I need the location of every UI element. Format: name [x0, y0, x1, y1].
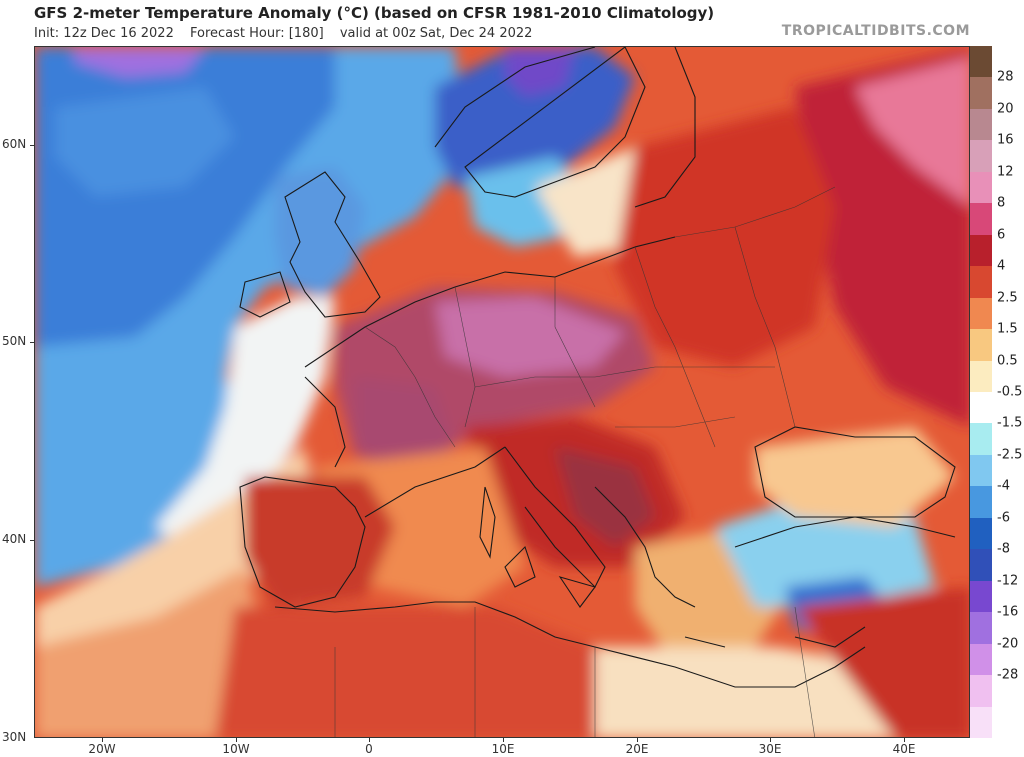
colorbar-segment — [970, 203, 992, 236]
colorbar-label: 0.5 — [997, 353, 1018, 369]
lat-label-40n: 40N — [2, 532, 27, 546]
lon-tick — [770, 738, 771, 742]
colorbar-segment — [970, 517, 992, 550]
lon-label-20w: 20W — [88, 742, 116, 756]
colorbar-label: -4 — [997, 478, 1010, 494]
forecast-hour: Forecast Hour: [180] — [189, 26, 324, 41]
colorbar-segment — [970, 360, 992, 393]
colorbar-label: -2.5 — [997, 447, 1023, 463]
lat-tick — [30, 145, 34, 146]
colorbar-label: 6 — [997, 227, 1006, 243]
colorbar-label: -12 — [997, 573, 1019, 589]
lat-label-60n: 60N — [2, 137, 27, 151]
colorbar-label: 4 — [997, 258, 1006, 274]
colorbar-segment — [970, 171, 992, 204]
colorbar-segment — [970, 580, 992, 613]
lat-tick — [30, 342, 34, 343]
map-canvas — [35, 47, 969, 737]
colorbar-segment — [970, 234, 992, 267]
lon-label-30e: 30E — [758, 742, 782, 756]
colorbar-segment — [970, 329, 992, 362]
init-time: Init: 12z Dec 16 2022 — [34, 26, 174, 41]
colorbar-label: 16 — [997, 132, 1014, 148]
lon-label-10e: 10E — [491, 742, 515, 756]
brand-watermark: TROPICALTIDBITS.COM — [781, 23, 970, 39]
colorbar-label: -1.5 — [997, 415, 1023, 431]
lon-tick — [503, 738, 504, 742]
colorbar-label: -28 — [997, 667, 1019, 683]
colorbar-segment — [970, 643, 992, 676]
colorbar-label: 8 — [997, 195, 1006, 211]
colorbar-segment — [970, 140, 992, 173]
colorbar-label: -8 — [997, 541, 1010, 557]
lon-label-40e: 40E — [892, 742, 916, 756]
colorbar-segment — [970, 423, 992, 456]
colorbar-label: 28 — [997, 69, 1014, 85]
lat-label-50n: 50N — [2, 334, 27, 348]
colorbar-segment — [970, 486, 992, 519]
colorbar-label: 2.5 — [997, 290, 1018, 306]
colorbar-segment — [970, 392, 992, 424]
country-borders — [334, 186, 836, 737]
lon-tick — [236, 738, 237, 742]
colorbar-segment — [970, 706, 992, 739]
coastlines — [239, 47, 956, 688]
colorbar-segment — [970, 108, 992, 141]
lat-tick — [30, 540, 34, 541]
colorbar-label: -6 — [997, 510, 1010, 526]
colorbar-label: -20 — [997, 636, 1019, 652]
anomaly-field — [35, 47, 969, 737]
colorbar-segment — [970, 612, 992, 645]
anomaly-map — [34, 46, 970, 738]
lon-tick — [637, 738, 638, 742]
colorbar-label: -0.5 — [997, 384, 1023, 400]
lon-tick — [904, 738, 905, 742]
colorbar-segment — [970, 266, 992, 299]
colorbar-label: -16 — [997, 604, 1019, 620]
colorbar-segment — [970, 297, 992, 330]
lon-label-0: 0 — [365, 742, 373, 756]
colorbar-segment — [970, 77, 992, 110]
colorbar-label: 20 — [997, 101, 1014, 117]
lon-label-20e: 20E — [625, 742, 649, 756]
colorbar-segment — [970, 46, 992, 78]
colorbar-label: 12 — [997, 164, 1014, 180]
map-subtitle: Init: 12z Dec 16 2022 Forecast Hour: [18… — [34, 26, 544, 41]
valid-time: valid at 00z Sat, Dec 24 2022 — [339, 26, 533, 41]
lon-tick — [369, 738, 370, 742]
colorbar-segment — [970, 675, 992, 708]
lon-label-10w: 10W — [222, 742, 250, 756]
colorbar-segment — [970, 549, 992, 582]
colorbar-segment — [970, 454, 992, 487]
colorbar — [970, 46, 992, 739]
map-title: GFS 2-meter Temperature Anomaly (°C) (ba… — [34, 4, 715, 22]
colorbar-label: 1.5 — [997, 321, 1018, 337]
lon-tick — [102, 738, 103, 742]
lat-label-30n: 30N — [2, 730, 27, 744]
